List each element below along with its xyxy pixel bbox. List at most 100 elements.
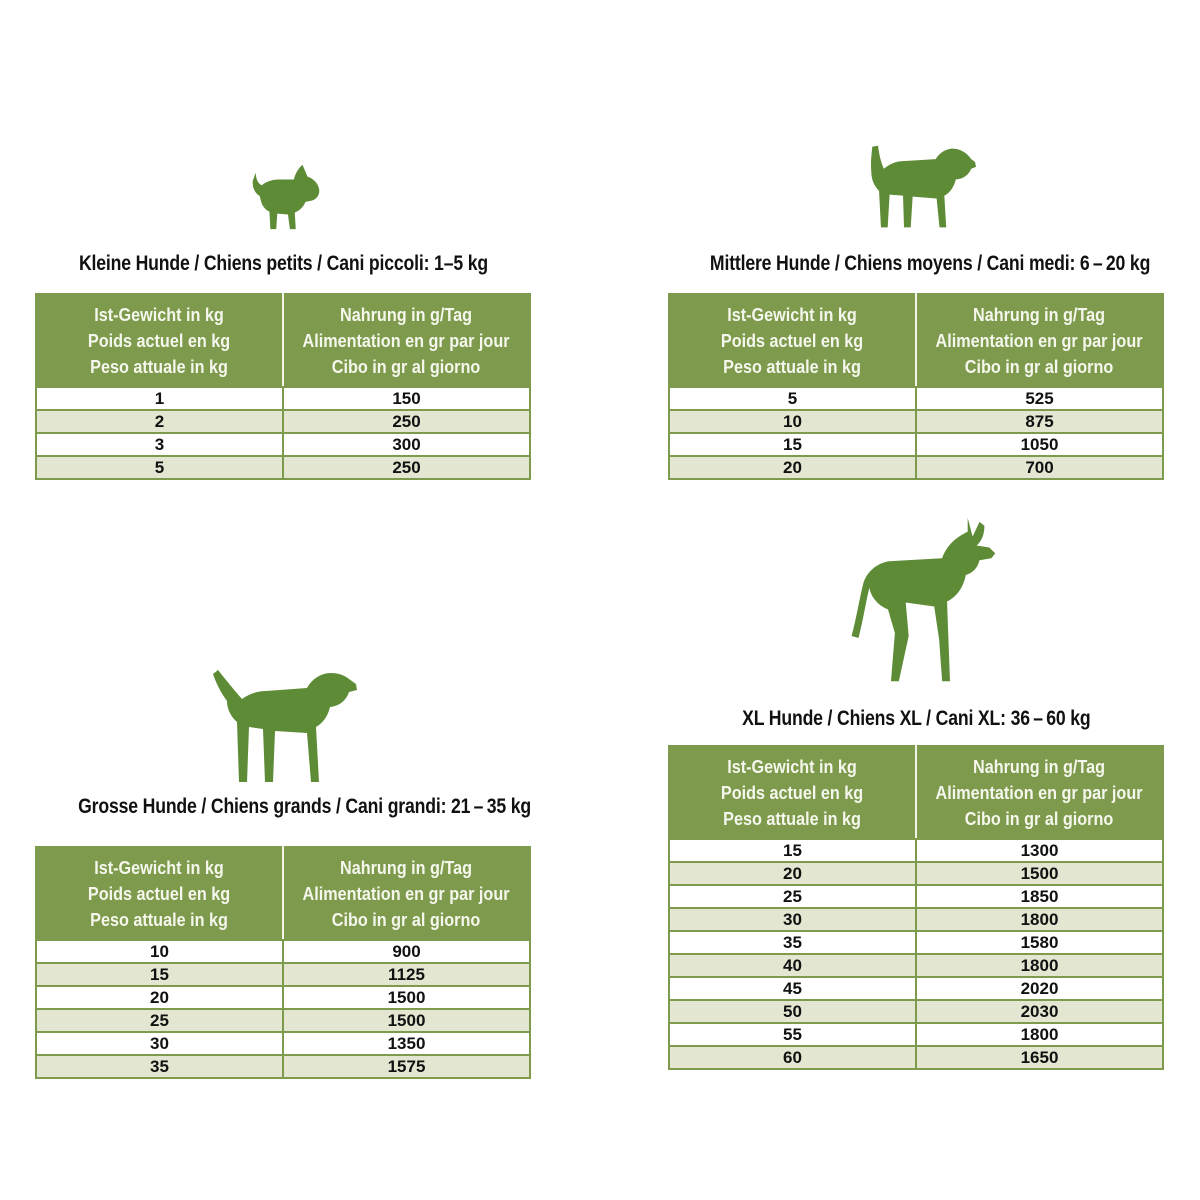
weight-cell: 2 — [35, 409, 284, 434]
weight-cell: 15 — [668, 838, 917, 863]
column-header-weight: Ist-Gewicht in kg Poids actuel en kg Pes… — [35, 846, 284, 941]
column-header-weight: Ist-Gewicht in kg Poids actuel en kg Pes… — [668, 293, 917, 388]
weight-cell: 5 — [35, 455, 284, 480]
feeding-table-small-dogs: Ist-Gewicht in kg Poids actuel en kg Pes… — [35, 293, 531, 480]
table-row: 55 1800 — [668, 1022, 1164, 1047]
food-cell: 1580 — [915, 930, 1164, 955]
food-cell: 1650 — [915, 1045, 1164, 1070]
table-row: 30 1800 — [668, 907, 1164, 932]
table-body: 10 900 15 1125 20 1500 25 1500 30 1350 35 1575 — [35, 939, 531, 1079]
table-row: 20 700 — [668, 455, 1164, 480]
food-cell: 900 — [282, 939, 531, 964]
column-header-weight: Ist-Gewicht in kg Poids actuel en kg Pes… — [668, 745, 917, 840]
weight-cell: 40 — [668, 953, 917, 978]
food-cell: 1800 — [915, 907, 1164, 932]
weight-cell: 20 — [35, 985, 284, 1010]
table-body: 5 525 10 875 15 1050 20 700 — [668, 386, 1164, 480]
table-header: Ist-Gewicht in kg Poids actuel en kg Pes… — [35, 846, 531, 941]
food-cell: 1800 — [915, 953, 1164, 978]
table-row: 20 1500 — [35, 985, 531, 1010]
table-row: 50 2030 — [668, 999, 1164, 1024]
table-row: 15 1300 — [668, 838, 1164, 863]
table-row: 15 1125 — [35, 962, 531, 987]
table-header: Ist-Gewicht in kg Poids actuel en kg Pes… — [35, 293, 531, 388]
table-header: Ist-Gewicht in kg Poids actuel en kg Pes… — [668, 745, 1164, 840]
column-header-food: Nahrung in g/Tag Alimentation en gr par … — [282, 846, 531, 941]
table-row: 10 875 — [668, 409, 1164, 434]
food-cell: 1350 — [282, 1031, 531, 1056]
weight-cell: 35 — [35, 1054, 284, 1079]
table-row: 35 1575 — [35, 1054, 531, 1079]
food-cell: 1300 — [915, 838, 1164, 863]
medium-dog-icon — [851, 139, 981, 235]
column-header-food: Nahrung in g/Tag Alimentation en gr par … — [282, 293, 531, 388]
weight-cell: 30 — [668, 907, 917, 932]
weight-cell: 1 — [35, 386, 284, 411]
feeding-table-xl-dogs: Ist-Gewicht in kg Poids actuel en kg Pes… — [668, 745, 1164, 1070]
weight-cell: 3 — [35, 432, 284, 457]
column-header-food: Nahrung in g/Tag Alimentation en gr par … — [915, 293, 1164, 388]
food-cell: 2020 — [915, 976, 1164, 1001]
food-cell: 1050 — [915, 432, 1164, 457]
weight-cell: 10 — [35, 939, 284, 964]
table-row: 30 1350 — [35, 1031, 531, 1056]
food-cell: 1125 — [282, 962, 531, 987]
column-header-weight: Ist-Gewicht in kg Poids actuel en kg Pes… — [35, 293, 284, 388]
weight-cell: 15 — [668, 432, 917, 457]
table-body: 1 150 2 250 3 300 5 250 — [35, 386, 531, 480]
table-row: 1 150 — [35, 386, 531, 411]
table-row: 5 250 — [35, 455, 531, 480]
table-row: 25 1500 — [35, 1008, 531, 1033]
table-header: Ist-Gewicht in kg Poids actuel en kg Pes… — [668, 293, 1164, 388]
weight-cell: 10 — [668, 409, 917, 434]
table-row: 5 525 — [668, 386, 1164, 411]
weight-cell: 30 — [35, 1031, 284, 1056]
food-cell: 150 — [282, 386, 531, 411]
xl-dog-icon — [832, 514, 1006, 696]
food-cell: 525 — [915, 386, 1164, 411]
food-cell: 1500 — [282, 1008, 531, 1033]
food-cell: 1500 — [915, 861, 1164, 886]
large-dog-icon — [200, 658, 367, 790]
table-row: 40 1800 — [668, 953, 1164, 978]
table-row: 10 900 — [35, 939, 531, 964]
table-row: 2 250 — [35, 409, 531, 434]
weight-cell: 55 — [668, 1022, 917, 1047]
food-cell: 1800 — [915, 1022, 1164, 1047]
weight-cell: 5 — [668, 386, 917, 411]
food-cell: 250 — [282, 455, 531, 480]
section-title-small-dogs: Kleine Hunde / Chiens petits / Cani picc… — [78, 252, 488, 275]
feeding-table-medium-dogs: Ist-Gewicht in kg Poids actuel en kg Pes… — [668, 293, 1164, 480]
table-row: 60 1650 — [668, 1045, 1164, 1070]
food-cell: 2030 — [915, 999, 1164, 1024]
small-dog-icon — [240, 159, 332, 235]
table-row: 45 2020 — [668, 976, 1164, 1001]
weight-cell: 45 — [668, 976, 917, 1001]
food-cell: 700 — [915, 455, 1164, 480]
section-title-medium-dogs: Mittlere Hunde / Chiens moyens / Cani me… — [709, 252, 1151, 275]
weight-cell: 35 — [668, 930, 917, 955]
section-title-xl-dogs: XL Hunde / Chiens XL / Cani XL: 36 – 60 … — [741, 707, 1091, 730]
feeding-table-large-dogs: Ist-Gewicht in kg Poids actuel en kg Pes… — [35, 846, 531, 1079]
table-row: 3 300 — [35, 432, 531, 457]
table-row: 15 1050 — [668, 432, 1164, 457]
weight-cell: 20 — [668, 455, 917, 480]
food-cell: 1850 — [915, 884, 1164, 909]
weight-cell: 25 — [35, 1008, 284, 1033]
weight-cell: 60 — [668, 1045, 917, 1070]
table-body: 15 1300 20 1500 25 1850 30 1800 35 1580 40 1800 45 20… — [668, 838, 1164, 1070]
table-row: 20 1500 — [668, 861, 1164, 886]
food-cell: 250 — [282, 409, 531, 434]
weight-cell: 25 — [668, 884, 917, 909]
table-row: 35 1580 — [668, 930, 1164, 955]
food-cell: 875 — [915, 409, 1164, 434]
food-cell: 300 — [282, 432, 531, 457]
weight-cell: 15 — [35, 962, 284, 987]
food-cell: 1575 — [282, 1054, 531, 1079]
food-cell: 1500 — [282, 985, 531, 1010]
column-header-food: Nahrung in g/Tag Alimentation en gr par … — [915, 745, 1164, 840]
section-title-large-dogs: Grosse Hunde / Chiens grands / Cani gran… — [78, 795, 531, 818]
weight-cell: 20 — [668, 861, 917, 886]
weight-cell: 50 — [668, 999, 917, 1024]
